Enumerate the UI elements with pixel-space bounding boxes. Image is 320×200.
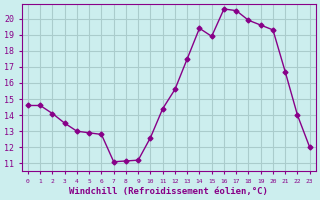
X-axis label: Windchill (Refroidissement éolien,°C): Windchill (Refroidissement éolien,°C) xyxy=(69,187,268,196)
